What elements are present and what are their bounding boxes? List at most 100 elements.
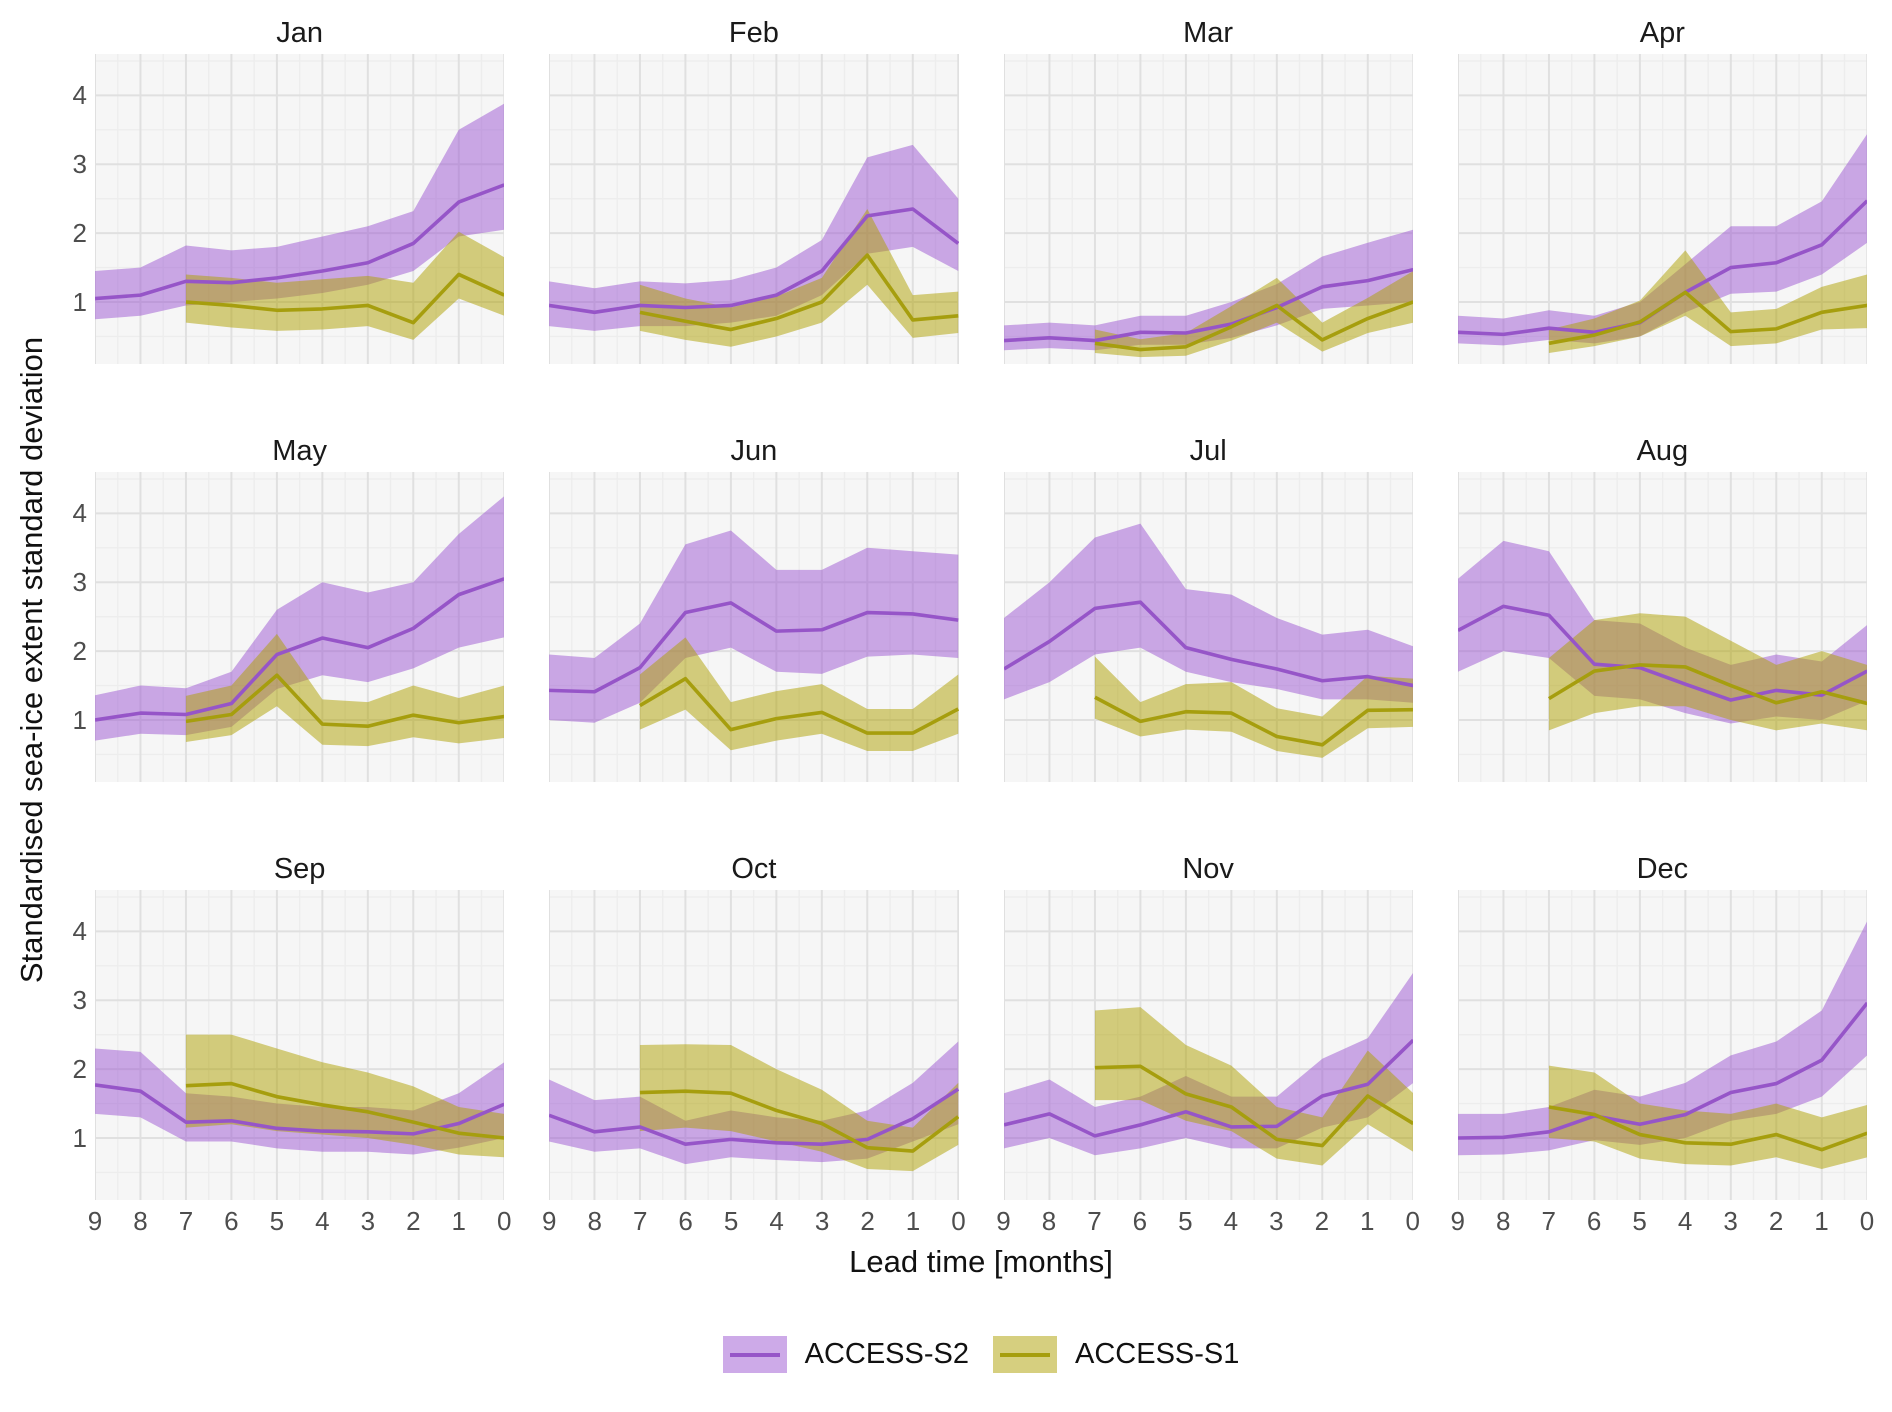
x-tick-label: 3 [1723,1206,1738,1236]
x-tick-label: 8 [587,1206,602,1236]
facet-panel [95,472,505,782]
facet-panel [1457,472,1867,782]
x-tick-label: 5 [1632,1206,1647,1236]
facet-panel [95,890,505,1200]
access-s2-line [95,183,505,301]
facet-title: Oct [731,853,777,885]
y-tick-label: 3 [72,149,87,180]
facet-oct: Oct 9 8 7 6 5 4 3 2 1 0 [542,850,966,1236]
x-tick-label: 9 [996,1206,1011,1236]
facet-title: Apr [1639,17,1685,49]
access-s1-line [185,1081,505,1140]
x-tick-label: 4 [1223,1206,1239,1236]
facet-panel [1457,890,1867,1200]
y-tick-label: 3 [72,567,87,598]
facet-title: Nov [1182,853,1234,885]
x-tick-label: 7 [1087,1206,1102,1236]
facet-title: Dec [1636,853,1689,885]
legend: ACCESS-S2 ACCESS-S1 [95,1336,1867,1373]
access-s2-ribbon [1003,523,1413,703]
facet-aug: Aug [1457,432,1867,782]
access-s2-ribbon [1003,972,1413,1156]
facet-title: Mar [1183,17,1234,49]
access-s1-line [639,253,959,332]
x-tick-label: 8 [1495,1206,1511,1236]
facet-title: Jul [1189,435,1227,467]
x-tick-label: 7 [178,1206,194,1236]
x-tick-label: 0 [1859,1206,1875,1236]
facet-panel [1457,54,1867,364]
facet-title: Jan [276,17,323,49]
facet-nov: Nov 9 8 7 6 5 4 3 2 1 0 [996,850,1420,1236]
x-tick-label: 2 [406,1206,421,1236]
x-tick-label: 9 [1450,1206,1465,1236]
legend-label-access-s1: ACCESS-S1 [1075,1338,1240,1370]
facet-panel [549,472,959,782]
x-tick-label: 1 [1360,1206,1375,1236]
x-tick-label: 1 [905,1206,921,1236]
access-s2-line [1457,604,1867,702]
access-s2-ribbon [95,103,505,320]
legend-key-access-s1-swatch [993,1336,1057,1373]
access-s1-line [1093,695,1413,747]
x-tick-label: 1 [1814,1206,1829,1236]
y-tick-label: 4 [72,916,87,947]
x-tick-label: 6 [1132,1206,1148,1236]
x-tick-label: 7 [632,1206,648,1236]
facet-title: Feb [728,17,779,49]
x-tick-label: 3 [360,1206,376,1236]
facet-apr: Apr [1457,14,1867,364]
x-tick-label: 6 [224,1206,239,1236]
facet-title: Jun [730,435,778,467]
facet-jan: Jan 4 3 2 1 [73,14,505,364]
access-s1-ribbon [1094,1007,1413,1166]
x-tick-label: 3 [814,1206,830,1236]
facet-jul: Jul [1003,432,1413,782]
facet-dec: Dec 9 8 7 6 5 4 3 2 1 0 [1451,850,1875,1236]
x-tick-label: 5 [723,1206,739,1236]
facet-may: May 4 3 2 1 [73,432,505,782]
facet-title: Aug [1636,435,1689,467]
facets-grid: Jan 4 3 2 1 Feb Mar Apr May 4 3 2 1 Jun Jul Aug Sep 4 3 2 1 9… [73,14,1875,1236]
x-tick-label: 2 [1314,1206,1330,1236]
legend-key-access-s2-swatch [722,1336,787,1373]
y-tick-label: 1 [72,287,87,317]
access-s2-ribbon [549,144,959,331]
access-s1-line [639,676,959,735]
x-tick-label: 5 [1178,1206,1193,1236]
x-tick-label: 4 [315,1206,330,1236]
access-s2-line [1003,267,1413,343]
x-tick-label: 9 [87,1206,103,1236]
facet-title: May [272,435,328,467]
legend-label-access-s2: ACCESS-S2 [804,1338,969,1370]
y-tick-label: 4 [72,80,87,111]
access-s2-line [1003,1038,1413,1138]
x-tick-label: 6 [678,1206,693,1236]
access-s2-line [1457,1001,1867,1140]
x-tick-label: 8 [1041,1206,1057,1236]
y-tick-label: 2 [72,636,87,667]
access-s1-ribbon [640,209,959,347]
access-s2-line [549,601,959,694]
access-s1-line [640,1089,959,1153]
x-tick-label: 0 [951,1206,966,1236]
legend-key-access-s2-line-icon [729,1352,780,1357]
facet-title: Sep [273,853,326,885]
access-s1-line [1548,290,1867,346]
y-axis-title: Standardised sea-ice extent standard dev… [14,336,49,984]
y-tick-label: 1 [72,705,87,735]
plot-area: Jan 4 3 2 1 Feb Mar Apr May 4 3 2 1 Jun Jul Aug Sep 4 3 2 1 9… [73,14,1875,1373]
access-s1-ribbon [1548,1065,1867,1169]
x-tick-label: 9 [542,1206,557,1236]
y-tick-label: 4 [72,498,87,529]
facet-feb: Feb [549,14,959,364]
access-s1-ribbon [1094,656,1413,758]
facet-jun: Jun [549,432,959,782]
x-tick-label: 4 [769,1206,784,1236]
y-tick-label: 3 [72,985,87,1016]
facet-panel [95,54,505,364]
x-axis-title: Lead time [months] [849,1244,1113,1279]
